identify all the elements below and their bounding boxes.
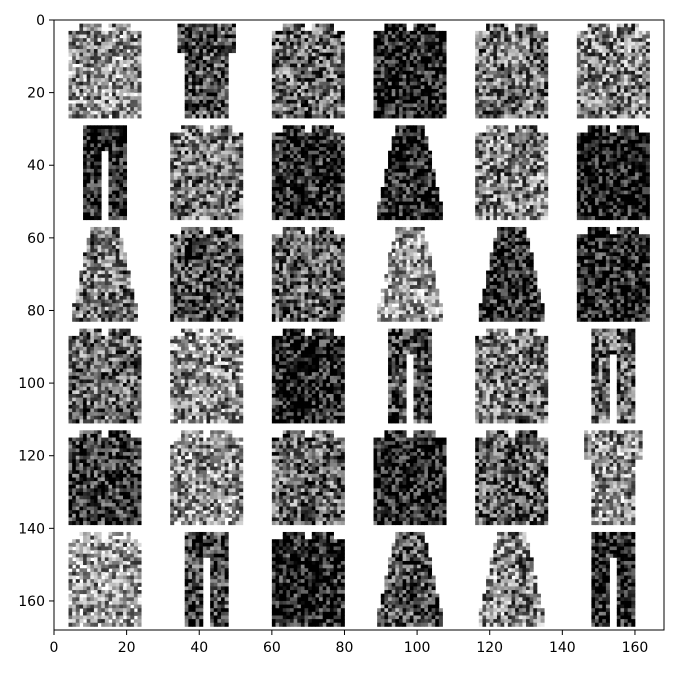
y-tick-label: 0	[36, 13, 45, 29]
sample-image	[584, 430, 643, 526]
sample-image	[377, 226, 443, 322]
sample-image	[170, 430, 244, 526]
x-tick-label: 40	[190, 640, 208, 656]
sample-image	[184, 531, 229, 627]
y-tick-label: 60	[27, 231, 45, 247]
x-tick-label: 20	[118, 640, 136, 656]
plot-frame	[53, 19, 665, 631]
x-tick-label: 140	[549, 640, 576, 656]
sample-image	[177, 23, 236, 119]
sample-image	[377, 125, 443, 221]
y-axis: 0 20 40 60 80 100 120 140 160	[18, 13, 54, 610]
sample-image	[576, 23, 650, 119]
sample-image	[591, 531, 636, 627]
sample-image	[83, 125, 128, 221]
y-tick-label: 140	[18, 521, 45, 537]
y-tick-label: 40	[27, 158, 45, 174]
y-tick-label: 160	[18, 594, 45, 610]
x-tick-label: 120	[476, 640, 503, 656]
x-tick-label: 60	[263, 640, 281, 656]
sample-image	[170, 125, 244, 221]
y-tick-label: 100	[18, 376, 45, 392]
sample-image	[576, 226, 650, 322]
sample-image	[68, 531, 142, 627]
sample-image	[478, 531, 545, 627]
sample-image	[271, 328, 345, 424]
sample-image	[475, 125, 549, 221]
x-axis: 0 20 40 60 80 100 120 140 160	[50, 630, 649, 656]
sample-image	[475, 430, 549, 526]
sample-image	[478, 226, 545, 322]
sample-image	[170, 226, 244, 322]
x-tick-label: 100	[404, 640, 431, 656]
plot-background	[54, 20, 664, 630]
sample-image	[72, 226, 138, 322]
sample-image	[68, 23, 142, 119]
generated-image-grid	[68, 23, 650, 627]
sample-image	[271, 23, 345, 119]
sample-image	[68, 328, 142, 424]
y-tick-label: 80	[27, 303, 45, 319]
sample-image	[170, 328, 244, 424]
x-tick-label: 0	[50, 640, 59, 656]
x-tick-label: 80	[336, 640, 354, 656]
sample-image	[271, 430, 345, 526]
y-tick-label: 120	[18, 449, 45, 465]
sample-image	[271, 125, 345, 221]
sample-image	[377, 531, 443, 627]
x-tick-label: 160	[622, 640, 649, 656]
sample-image	[388, 328, 433, 424]
sample-image	[271, 531, 345, 627]
sample-image	[373, 23, 447, 119]
sample-image	[475, 328, 549, 424]
sample-image	[373, 430, 447, 526]
sample-image	[475, 23, 549, 119]
sample-image	[591, 328, 636, 424]
sample-image	[68, 430, 142, 526]
sample-image	[271, 226, 345, 322]
sample-image	[576, 125, 650, 221]
y-tick-label: 20	[27, 86, 45, 102]
